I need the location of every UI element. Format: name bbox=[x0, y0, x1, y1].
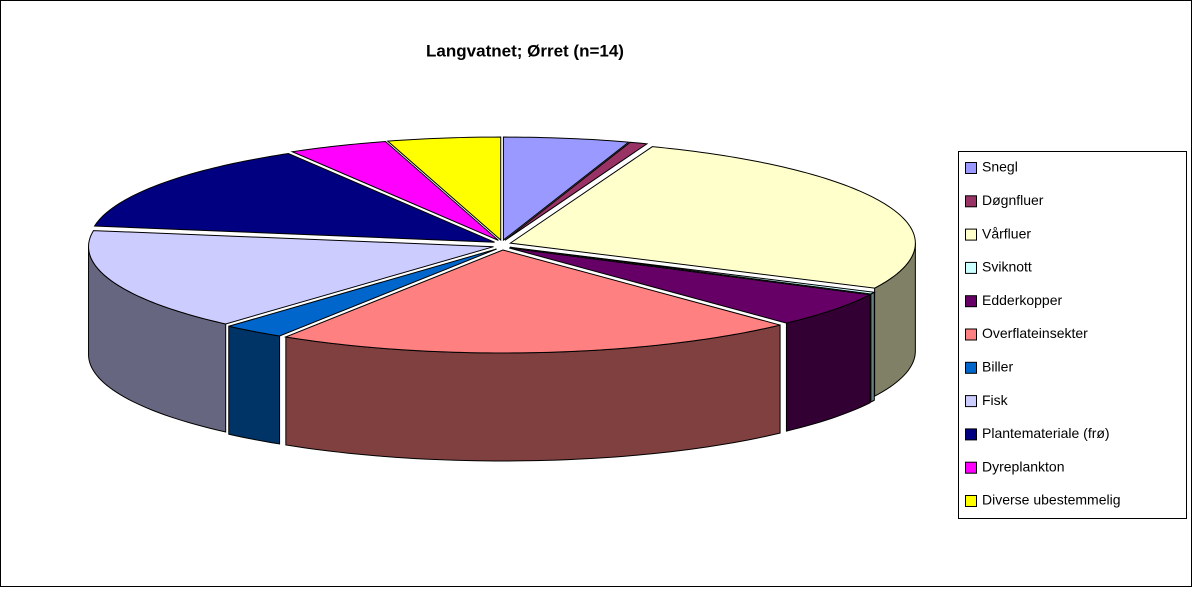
slice bbox=[93, 153, 495, 243]
legend-label: Døgnfluer bbox=[982, 192, 1044, 208]
slice bbox=[283, 249, 781, 354]
legend-label: Diverse ubestemmelig bbox=[982, 492, 1121, 508]
legend-swatch bbox=[965, 328, 977, 341]
legend-label: Edderkopper bbox=[982, 292, 1063, 308]
legend-box bbox=[958, 151, 1187, 519]
slice bbox=[386, 136, 502, 242]
pie-sides bbox=[88, 243, 916, 462]
legend-swatch bbox=[965, 162, 977, 174]
legend-swatch bbox=[965, 428, 977, 441]
slice bbox=[509, 247, 872, 324]
slice bbox=[508, 146, 916, 289]
legend-swatch bbox=[965, 295, 977, 308]
legend-label: Plantemateriale (frø) bbox=[982, 425, 1110, 441]
legend-label: Dyreplankton bbox=[982, 458, 1065, 474]
slice bbox=[228, 248, 497, 337]
legend-swatch bbox=[965, 461, 977, 474]
slice bbox=[509, 246, 876, 295]
slice-side bbox=[870, 291, 875, 403]
legend-label: Vårfluer bbox=[982, 225, 1031, 241]
legend-swatch bbox=[965, 495, 977, 507]
legend-label: Fisk bbox=[982, 392, 1009, 408]
slice bbox=[88, 230, 494, 325]
legend-swatch bbox=[965, 195, 977, 208]
legend-swatch bbox=[965, 261, 977, 274]
legend-label: Sviknott bbox=[982, 259, 1032, 275]
slice-side bbox=[228, 325, 281, 445]
legend-label: Biller bbox=[982, 359, 1013, 375]
legend-swatch bbox=[965, 228, 977, 241]
legend-swatch bbox=[965, 395, 977, 408]
slice bbox=[502, 136, 630, 242]
legend: Snegl Døgnfluer Vårfluer Sviknott Edderkoppe… bbox=[965, 159, 1121, 508]
slice bbox=[504, 141, 649, 241]
chart-title: Langvatnet; Ørret (n=14) bbox=[426, 41, 624, 60]
slice bbox=[290, 140, 499, 241]
pie-tops bbox=[88, 136, 916, 354]
legend-swatch bbox=[965, 361, 977, 374]
legend-label: Snegl bbox=[982, 159, 1018, 175]
legend-label: Overflateinsekter bbox=[982, 325, 1088, 341]
